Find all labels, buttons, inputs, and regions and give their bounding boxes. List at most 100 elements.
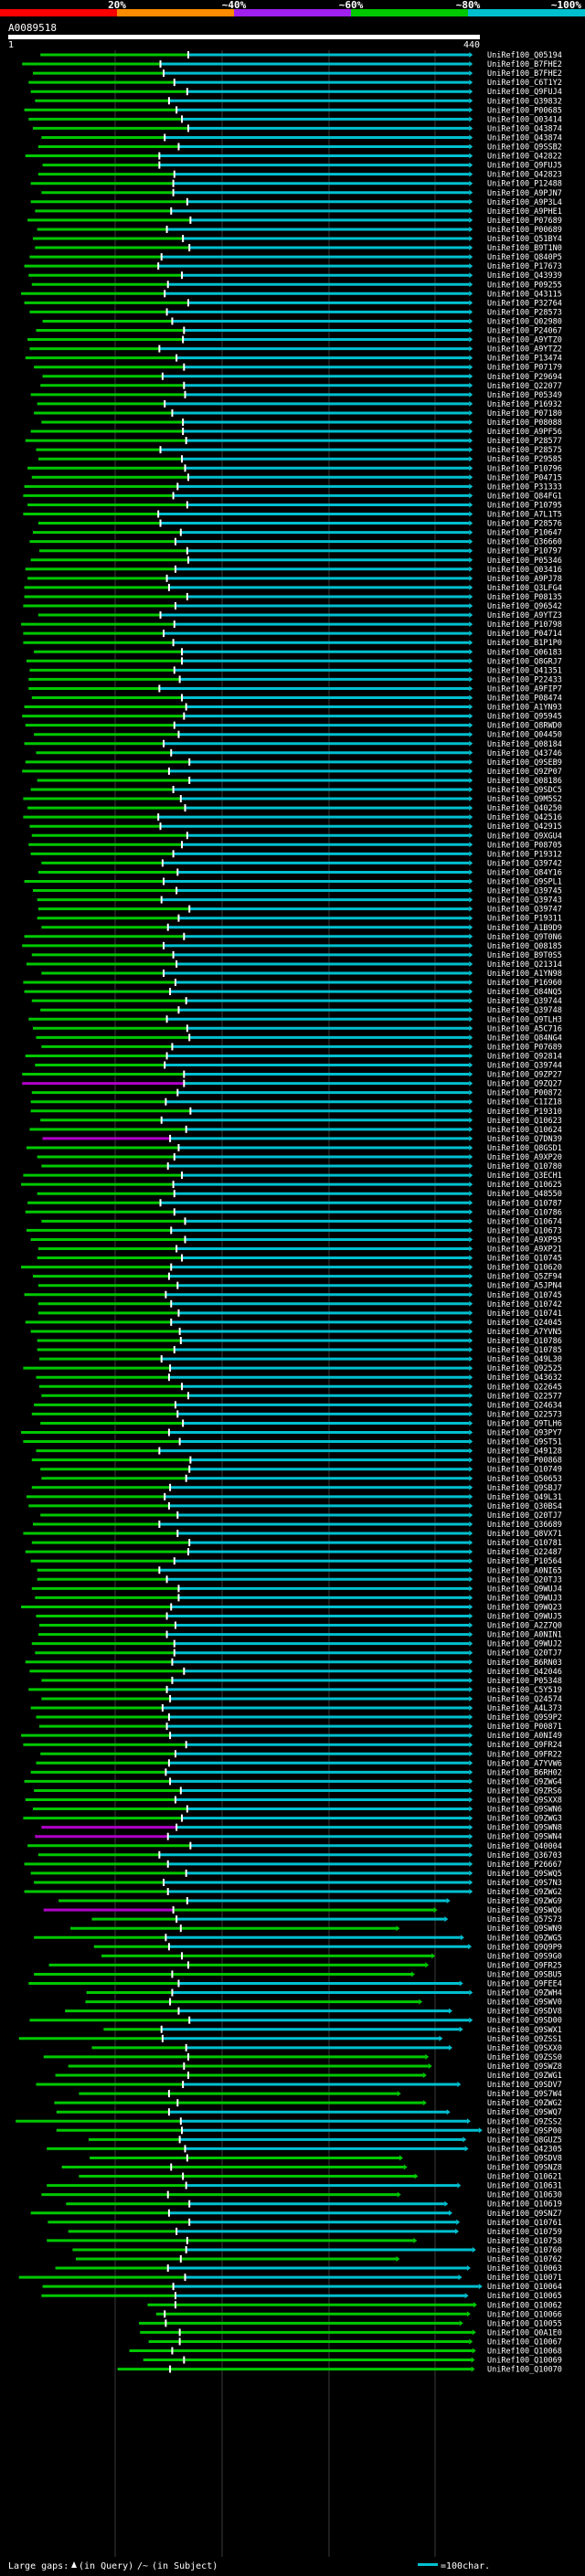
hit-label[interactable]: UniRef100_A2Z7Q0 [487,1622,562,1631]
hit-label[interactable]: UniRef100_Q43632 [487,1373,562,1383]
hit-label[interactable]: UniRef100_Q39744 [487,1062,562,1071]
hit-label[interactable]: UniRef100_Q42823 [487,171,562,180]
hit-label[interactable]: UniRef100_Q42046 [487,1668,562,1677]
hit-label[interactable]: UniRef100_Q49128 [487,1447,562,1457]
hit-label[interactable]: UniRef100_Q08185 [487,942,562,951]
hit-label[interactable]: UniRef100_Q9FR24 [487,1741,562,1750]
hit-label[interactable]: UniRef100_A1B9D9 [487,924,562,933]
hit-label[interactable]: UniRef100_Q9SPL1 [487,878,562,887]
hit-label[interactable]: UniRef100_Q10674 [487,1217,562,1226]
hit-label[interactable]: UniRef100_Q9SWN4 [487,1833,562,1842]
hit-label[interactable]: UniRef100_Q57S73 [487,1915,562,1924]
hit-label[interactable]: UniRef100_Q9SDV8 [487,2008,562,2017]
hit-label[interactable]: UniRef100_Q92525 [487,1364,562,1373]
hit-label[interactable]: UniRef100_Q9FR22 [487,1750,562,1759]
hit-label[interactable]: UniRef100_P00871 [487,1723,562,1732]
hit-label[interactable]: UniRef100_Q43746 [487,749,562,758]
hit-label[interactable]: UniRef100_Q50653 [487,1475,562,1484]
hit-label[interactable]: UniRef100_Q9SWN8 [487,1824,562,1833]
hit-label[interactable]: UniRef100_P17673 [487,262,562,271]
hit-label[interactable]: UniRef100_Q5ZF94 [487,1273,562,1282]
hit-label[interactable]: UniRef100_Q40004 [487,1842,562,1851]
hit-label[interactable]: UniRef100_Q10624 [487,1126,562,1135]
hit-label[interactable]: UniRef100_Q03416 [487,566,562,575]
hit-label[interactable]: UniRef100_A9FIP7 [487,684,562,694]
hit-label[interactable]: UniRef100_Q9ZWH4 [487,1989,562,1998]
hit-label[interactable]: UniRef100_Q9SXX8 [487,1797,562,1806]
hit-label[interactable]: UniRef100_Q22577 [487,1392,562,1401]
hit-label[interactable]: UniRef100_Q10069 [487,2357,562,2366]
hit-label[interactable]: UniRef100_A9XP95 [487,1235,562,1245]
hit-label[interactable]: UniRef100_Q9FUJ5 [487,162,562,171]
hit-label[interactable]: UniRef100_A1YN98 [487,970,562,979]
hit-label[interactable]: UniRef100_Q10631 [487,2182,562,2191]
hit-label[interactable]: UniRef100_Q10055 [487,2319,562,2328]
hit-label[interactable]: UniRef100_Q10762 [487,2255,562,2264]
hit-label[interactable]: UniRef100_Q9SBU5 [487,1970,562,1979]
hit-label[interactable]: UniRef100_Q48550 [487,1190,562,1199]
hit-label[interactable]: UniRef100_A0NI49 [487,1732,562,1741]
hit-label[interactable]: UniRef100_Q9SWQ6 [487,1906,562,1915]
hit-label[interactable]: UniRef100_P19312 [487,850,562,859]
hit-label[interactable]: UniRef100_Q39744 [487,997,562,1006]
hit-label[interactable]: UniRef100_Q05194 [487,51,562,60]
hit-label[interactable]: UniRef100_Q9ZWG2 [487,2099,562,2108]
hit-label[interactable]: UniRef100_A9PF56 [487,428,562,437]
hit-label[interactable]: UniRef100_Q43115 [487,290,562,299]
hit-label[interactable]: UniRef100_B6RH02 [487,1768,562,1777]
hit-label[interactable]: UniRef100_Q9TLH3 [487,1015,562,1024]
hit-label[interactable]: UniRef100_Q9S7W4 [487,2090,562,2099]
hit-label[interactable]: UniRef100_Q39743 [487,896,562,906]
hit-label[interactable]: UniRef100_A7YVW6 [487,1759,562,1768]
hit-label[interactable]: UniRef100_P08135 [487,593,562,602]
hit-label[interactable]: UniRef100_P05346 [487,557,562,566]
hit-label[interactable]: UniRef100_P00689 [487,226,562,235]
hit-label[interactable]: UniRef100_C5Y519 [487,1686,562,1695]
hit-label[interactable]: UniRef100_Q9SDC5 [487,786,562,795]
hit-label[interactable]: UniRef100_P07689 [487,1043,562,1052]
hit-label[interactable]: UniRef100_P10797 [487,547,562,557]
hit-label[interactable]: UniRef100_B9T1N0 [487,244,562,253]
hit-label[interactable]: UniRef100_Q93PY7 [487,1429,562,1438]
hit-label[interactable]: UniRef100_Q9ST51 [487,1438,562,1447]
hit-label[interactable]: UniRef100_P07180 [487,409,562,419]
hit-label[interactable]: UniRef100_Q9SDV7 [487,2081,562,2090]
hit-label[interactable]: UniRef100_Q49L31 [487,1493,562,1502]
hit-label[interactable]: UniRef100_P05349 [487,391,562,400]
hit-label[interactable]: UniRef100_Q3LFG4 [487,584,562,593]
hit-label[interactable]: UniRef100_Q8VX71 [487,1530,562,1539]
hit-label[interactable]: UniRef100_P31333 [487,482,562,492]
hit-label[interactable]: UniRef100_Q10071 [487,2274,562,2283]
hit-label[interactable]: UniRef100_P19310 [487,1108,562,1117]
hit-label[interactable]: UniRef100_P28575 [487,446,562,455]
hit-label[interactable]: UniRef100_Q9ZWG9 [487,1897,562,1906]
hit-label[interactable]: UniRef100_Q10064 [487,2283,562,2292]
hit-label[interactable]: UniRef100_P10564 [487,1557,562,1566]
hit-label[interactable]: UniRef100_Q84NG4 [487,1034,562,1043]
hit-label[interactable]: UniRef100_Q9S9G0 [487,1952,562,1961]
hit-label[interactable]: UniRef100_Q9SBJ7 [487,1484,562,1493]
hit-label[interactable]: UniRef100_Q39745 [487,887,562,896]
hit-label[interactable]: UniRef100_Q10630 [487,2191,562,2200]
hit-label[interactable]: UniRef100_Q36703 [487,1851,562,1860]
hit-label[interactable]: UniRef100_Q39742 [487,859,562,868]
hit-label[interactable]: UniRef100_Q9SWN6 [487,1806,562,1815]
hit-label[interactable]: UniRef100_P28577 [487,437,562,446]
hit-label[interactable]: UniRef100_Q96542 [487,602,562,611]
hit-label[interactable]: UniRef100_C1IZ18 [487,1098,562,1108]
hit-label[interactable]: UniRef100_Q9SSB2 [487,143,562,153]
hit-label[interactable]: UniRef100_Q10066 [487,2310,562,2319]
hit-label[interactable]: UniRef100_A9PJN7 [487,189,562,198]
hit-label[interactable]: UniRef100_Q8GUZ5 [487,2136,562,2145]
hit-label[interactable]: UniRef100_Q10760 [487,2246,562,2255]
hit-label[interactable]: UniRef100_Q9TLH6 [487,1419,562,1428]
hit-label[interactable]: UniRef100_A4L373 [487,1704,562,1713]
hit-label[interactable]: UniRef100_Q39748 [487,1006,562,1015]
hit-label[interactable]: UniRef100_Q36689 [487,1521,562,1530]
hit-label[interactable]: UniRef100_Q10063 [487,2264,562,2274]
hit-label[interactable]: UniRef100_P13474 [487,355,562,364]
hit-label[interactable]: UniRef100_P10647 [487,529,562,538]
hit-label[interactable]: UniRef100_Q9SWQ5 [487,1870,562,1879]
hit-label[interactable]: UniRef100_A0NIN1 [487,1631,562,1640]
hit-label[interactable]: UniRef100_P00872 [487,1089,562,1098]
